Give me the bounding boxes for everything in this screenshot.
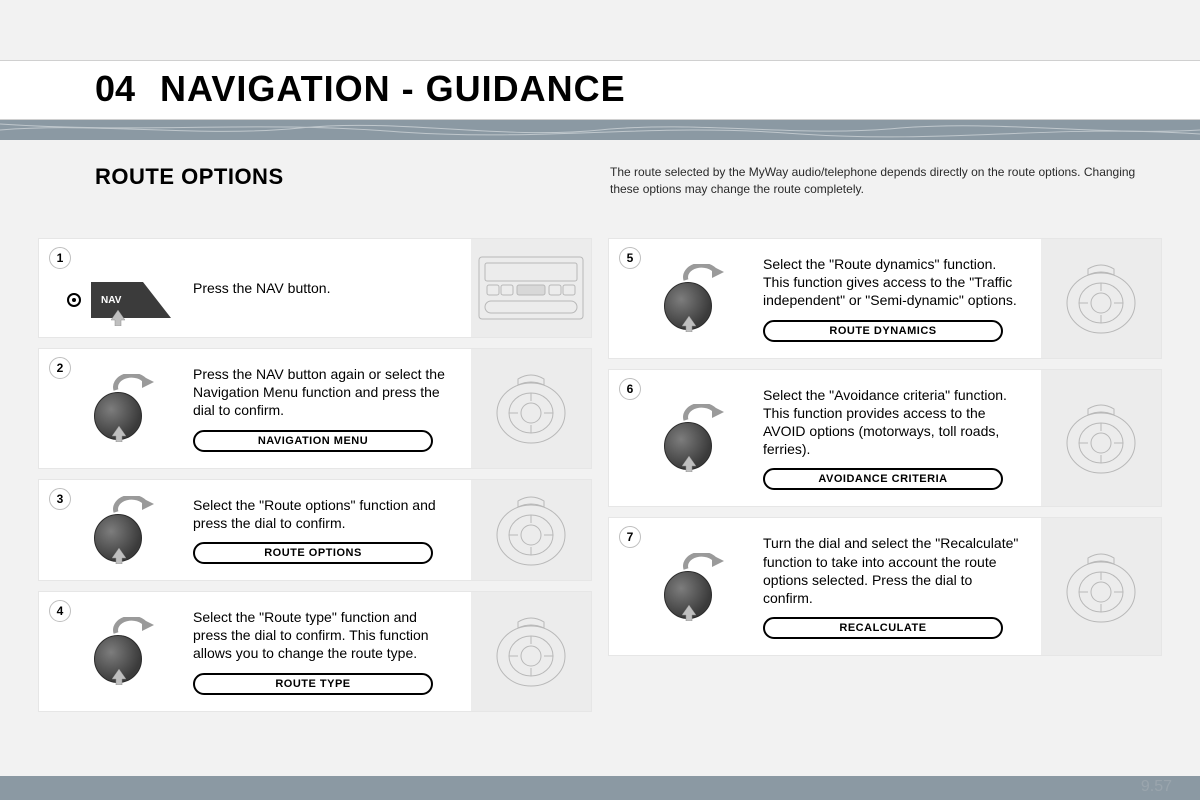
step-body: Select the "Route type" function and pre…	[189, 602, 465, 701]
step-preview-panel	[1041, 370, 1161, 507]
nav-hardware-button: NAV	[91, 282, 171, 318]
step-card: 7 Turn the dial and select the "Recalcul…	[608, 517, 1162, 656]
step-preview-panel	[1041, 239, 1161, 358]
step-card: 2 Press the NAV button again or select t…	[38, 348, 592, 469]
press-arrow-icon	[682, 605, 696, 621]
step-instruction: Turn the dial and select the "Recalculat…	[763, 534, 1025, 607]
control-unit-preview	[488, 365, 574, 451]
step-control-graphic	[49, 359, 189, 458]
press-arrow-icon	[112, 426, 126, 442]
step-instruction: Press the NAV button.	[193, 279, 455, 297]
turn-arrow-icon	[112, 496, 154, 516]
step-card: 1 NAV Press the NAV button.	[38, 238, 592, 338]
step-preview-panel	[471, 592, 591, 711]
step-body: Select the "Route dynamics" function. Th…	[759, 249, 1035, 348]
rotary-dial-icon	[90, 504, 148, 562]
rotary-dial-icon	[660, 272, 718, 330]
head-unit-preview	[477, 255, 585, 321]
steps-column-right: 5 Select the "Route dynamics" function. …	[608, 238, 1162, 774]
menu-option-pill: ROUTE TYPE	[193, 673, 433, 695]
rotary-dial-icon	[660, 412, 718, 470]
section-intro: The route selected by the MyWay audio/te…	[610, 164, 1150, 199]
menu-option-pill: AVOIDANCE CRITERIA	[763, 468, 1003, 490]
step-preview-panel	[1041, 518, 1161, 655]
step-control-graphic	[619, 528, 759, 645]
control-unit-preview	[1058, 395, 1144, 481]
step-number-badge: 5	[619, 247, 641, 269]
rotary-dial-icon	[90, 382, 148, 440]
step-instruction: Select the "Avoidance criteria" function…	[763, 386, 1025, 459]
menu-option-pill: ROUTE OPTIONS	[193, 542, 433, 564]
chapter-title: NAVIGATION - GUIDANCE	[160, 68, 626, 110]
press-arrow-icon	[682, 456, 696, 472]
step-body: Select the "Route options" function and …	[189, 490, 465, 570]
step-preview-panel	[471, 349, 591, 468]
turn-arrow-icon	[112, 374, 154, 394]
rotary-dial-icon	[660, 561, 718, 619]
step-instruction: Select the "Route dynamics" function. Th…	[763, 255, 1025, 310]
turn-arrow-icon	[682, 264, 724, 284]
turn-arrow-icon	[682, 553, 724, 573]
menu-option-pill: RECALCULATE	[763, 617, 1003, 639]
step-number-badge: 2	[49, 357, 71, 379]
indicator-icon	[67, 293, 81, 307]
step-card: 4 Select the "Route type" function and p…	[38, 591, 592, 712]
press-arrow-icon	[112, 548, 126, 564]
steps-column-left: 1 NAV Press the NAV button. 2	[38, 238, 592, 774]
control-unit-preview	[488, 487, 574, 573]
steps-area: 1 NAV Press the NAV button. 2	[38, 238, 1162, 774]
step-card: 3 Select the "Route options" function an…	[38, 479, 592, 581]
menu-option-pill: NAVIGATION MENU	[193, 430, 433, 452]
step-preview-panel	[471, 480, 591, 580]
footer-bar	[0, 776, 1200, 800]
step-preview-panel	[471, 239, 591, 337]
step-number-badge: 6	[619, 378, 641, 400]
step-number-badge: 3	[49, 488, 71, 510]
step-number-badge: 4	[49, 600, 71, 622]
chapter-number: 04	[95, 68, 135, 110]
step-body: Press the NAV button.	[189, 249, 465, 327]
step-card: 6 Select the "Avoidance criteria" functi…	[608, 369, 1162, 508]
menu-option-pill: ROUTE DYNAMICS	[763, 320, 1003, 342]
step-instruction: Select the "Route options" function and …	[193, 496, 455, 532]
topographic-divider	[0, 120, 1200, 140]
control-unit-preview	[1058, 544, 1144, 630]
press-arrow-icon	[111, 310, 125, 326]
nav-button-label: NAV	[101, 295, 121, 306]
turn-arrow-icon	[682, 404, 724, 424]
step-control-graphic	[619, 249, 759, 348]
step-card: 5 Select the "Route dynamics" function. …	[608, 238, 1162, 359]
step-body: Press the NAV button again or select the…	[189, 359, 465, 458]
control-unit-preview	[488, 608, 574, 694]
page-number: 9.57	[1141, 778, 1172, 796]
press-arrow-icon	[112, 669, 126, 685]
press-arrow-icon	[682, 316, 696, 332]
step-control-graphic	[619, 380, 759, 497]
step-control-graphic	[49, 602, 189, 701]
step-number-badge: 1	[49, 247, 71, 269]
rotary-dial-icon	[90, 625, 148, 683]
step-instruction: Press the NAV button again or select the…	[193, 365, 455, 420]
section-title: ROUTE OPTIONS	[95, 164, 284, 190]
turn-arrow-icon	[112, 617, 154, 637]
step-instruction: Select the "Route type" function and pre…	[193, 608, 455, 663]
step-body: Turn the dial and select the "Recalculat…	[759, 528, 1035, 645]
control-unit-preview	[1058, 255, 1144, 341]
step-body: Select the "Avoidance criteria" function…	[759, 380, 1035, 497]
